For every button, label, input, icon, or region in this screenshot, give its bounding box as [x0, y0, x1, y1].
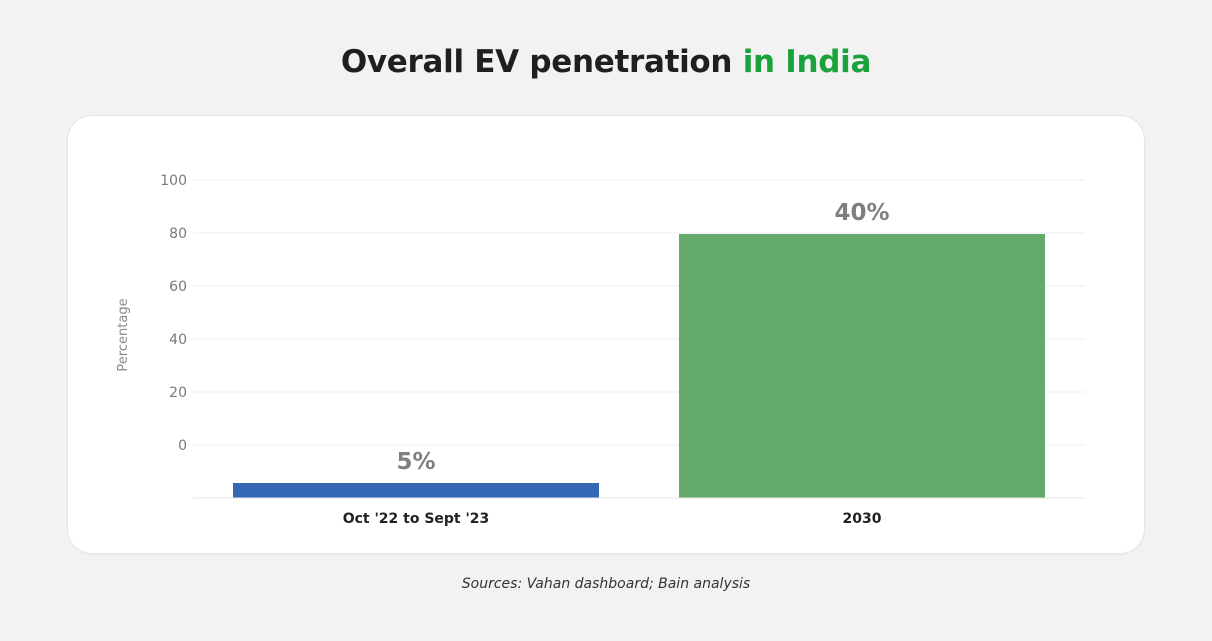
data-label: 5%	[396, 449, 435, 475]
y-tick-label: 80	[169, 226, 187, 242]
y-tick-label: 40	[169, 332, 187, 348]
chart-title: Overall EV penetration in India	[0, 44, 1212, 80]
y-tick-label: 60	[169, 279, 187, 295]
y-axis-title: Percentage	[116, 298, 131, 371]
x-category-label: Oct '22 to Sept '23	[343, 511, 490, 527]
y-tick-label: 100	[160, 173, 187, 189]
y-axis-ticks: 0 20 40 60 80 100	[160, 173, 187, 454]
data-labels: 5% 40%	[396, 200, 889, 475]
chart-title-main: Overall EV penetration	[340, 44, 733, 80]
bar	[233, 483, 599, 498]
y-tick-label: 0	[178, 438, 187, 454]
data-label: 40%	[834, 200, 889, 226]
source-note: Sources: Vahan dashboard; Bain analysis	[461, 576, 751, 592]
chart-title-accent: in India	[742, 44, 872, 80]
x-category-label: 2030	[843, 511, 882, 527]
category-labels: Oct '22 to Sept '23 2030	[343, 511, 882, 527]
y-tick-label: 20	[169, 385, 187, 401]
bar	[679, 234, 1045, 498]
bars	[233, 234, 1045, 498]
